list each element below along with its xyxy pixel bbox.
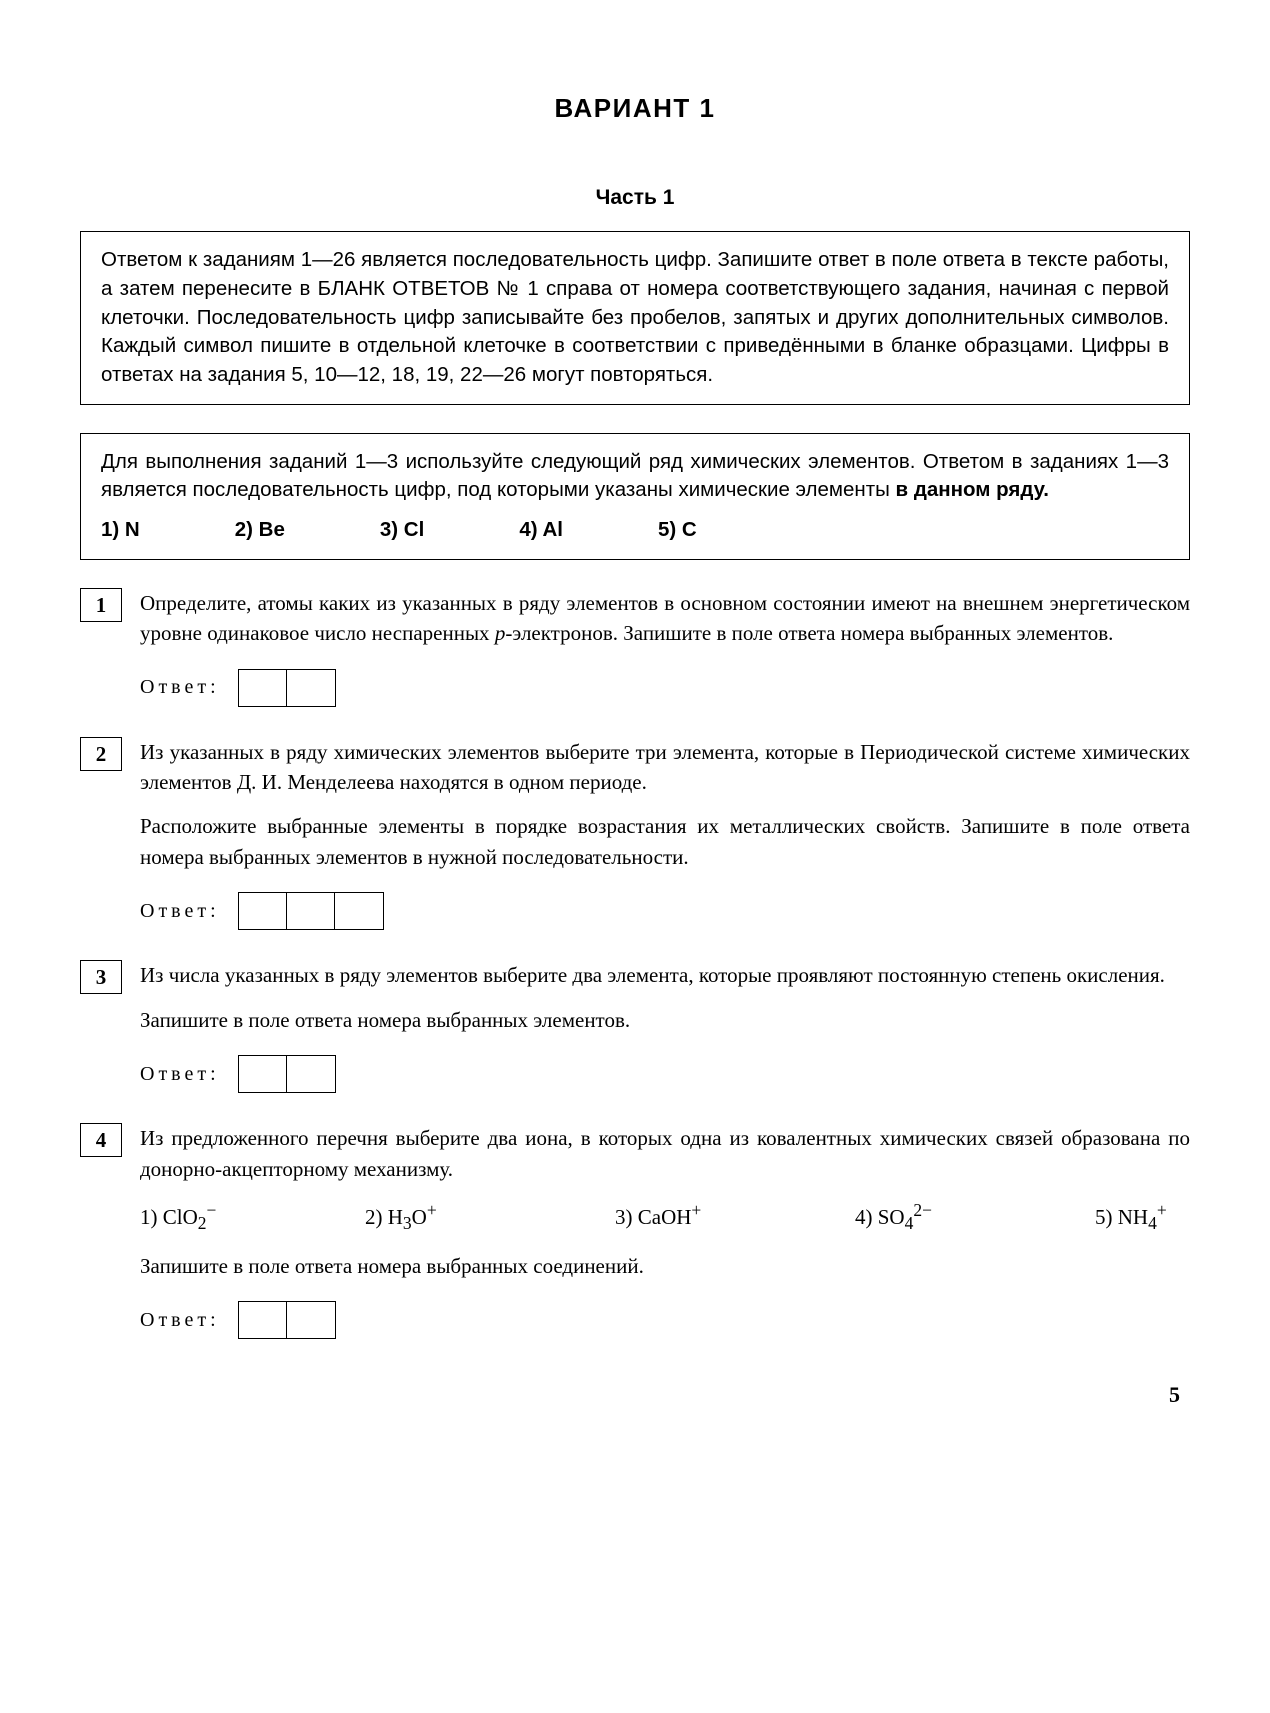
instructions-text-1: Ответом к заданиям 1—26 является последо… (101, 246, 1169, 389)
element-2: 2) Be (235, 515, 285, 545)
answer-cells[interactable] (238, 669, 336, 707)
answer-cell[interactable] (287, 670, 335, 706)
answer-label: Ответ: (140, 897, 220, 926)
instructions-text-2: Для выполнения заданий 1—3 используйте с… (101, 448, 1169, 505)
question-paragraph: Запишите в поле ответа номера выбранных … (140, 1005, 1190, 1035)
question-paragraph: Определите, атомы каких из указанных в р… (140, 588, 1190, 649)
question-1: 1 Определите, атомы каких из указанных в … (80, 588, 1190, 707)
answer-cell[interactable] (335, 893, 383, 929)
instructions-box-1: Ответом к заданиям 1—26 является последо… (80, 231, 1190, 404)
ion-option-3: 3) CaOH+ (615, 1198, 855, 1237)
element-3: 3) Cl (380, 515, 424, 545)
element-4: 4) Al (519, 515, 563, 545)
ion-option-4: 4) SO42− (855, 1198, 1095, 1237)
question-number: 2 (80, 737, 122, 771)
answer-cell[interactable] (239, 893, 287, 929)
answer-line: Ответ: (140, 1055, 1190, 1093)
part-heading: Часть 1 (80, 183, 1190, 213)
answer-line: Ответ: (140, 1301, 1190, 1339)
answer-label: Ответ: (140, 1306, 220, 1335)
question-paragraph: Расположите выбранные элементы в порядке… (140, 811, 1190, 872)
answer-cell[interactable] (239, 1302, 287, 1338)
answer-cells[interactable] (238, 1301, 336, 1339)
page-number: 5 (80, 1379, 1190, 1411)
answer-label: Ответ: (140, 673, 220, 702)
question-paragraph: Запишите в поле ответа номера выбранных … (140, 1251, 1190, 1281)
question-number: 1 (80, 588, 122, 622)
question-body: Из предложенного перечня выберите два ио… (140, 1123, 1190, 1339)
answer-cell[interactable] (239, 1056, 287, 1092)
question-body: Из указанных в ряду химических элементов… (140, 737, 1190, 931)
question-paragraph: Из числа указанных в ряду элементов выбе… (140, 960, 1190, 990)
question-paragraph: Из указанных в ряду химических элементов… (140, 737, 1190, 798)
answer-cell[interactable] (239, 670, 287, 706)
question-number: 4 (80, 1123, 122, 1157)
question-2: 2 Из указанных в ряду химических элементо… (80, 737, 1190, 931)
question-body: Определите, атомы каких из указанных в р… (140, 588, 1190, 707)
ion-options-row: 1) ClO2−2) H3O+3) CaOH+4) SO42−5) NH4+ (140, 1198, 1190, 1237)
ion-option-5: 5) NH4+ (1095, 1198, 1167, 1237)
instructions-box-2: Для выполнения заданий 1—3 используйте с… (80, 433, 1190, 560)
ion-option-1: 1) ClO2− (140, 1198, 365, 1237)
answer-line: Ответ: (140, 669, 1190, 707)
ion-option-2: 2) H3O+ (365, 1198, 615, 1237)
question-paragraph: Из предложенного перечня выберите два ио… (140, 1123, 1190, 1184)
page-title: ВАРИАНТ 1 (80, 90, 1190, 128)
answer-cells[interactable] (238, 1055, 336, 1093)
question-number: 3 (80, 960, 122, 994)
question-4: 4 Из предложенного перечня выберите два и… (80, 1123, 1190, 1339)
element-row: 1) N 2) Be 3) Cl 4) Al 5) C (101, 515, 1169, 545)
element-5: 5) C (658, 515, 697, 545)
answer-cell[interactable] (287, 1302, 335, 1338)
answer-line: Ответ: (140, 892, 1190, 930)
answer-label: Ответ: (140, 1060, 220, 1089)
answer-cell[interactable] (287, 893, 335, 929)
answer-cell[interactable] (287, 1056, 335, 1092)
question-3: 3 Из числа указанных в ряду элементов выб… (80, 960, 1190, 1093)
element-1: 1) N (101, 515, 140, 545)
question-body: Из числа указанных в ряду элементов выбе… (140, 960, 1190, 1093)
answer-cells[interactable] (238, 892, 384, 930)
